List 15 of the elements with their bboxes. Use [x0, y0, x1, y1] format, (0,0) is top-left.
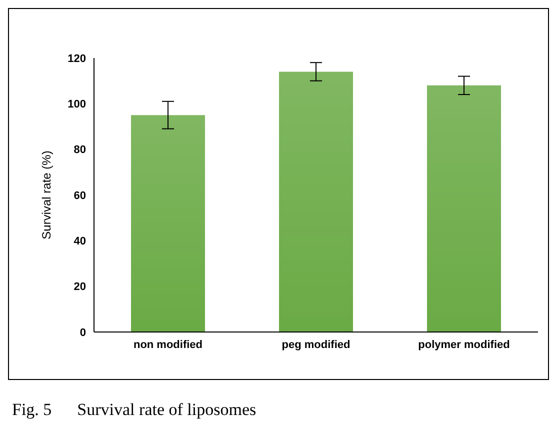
y-tick-label: 120	[68, 52, 86, 65]
y-tick-label: 40	[74, 236, 86, 248]
y-tick-label: 20	[74, 281, 86, 294]
caption: Fig. 5 Survival rate of liposomes	[12, 400, 256, 420]
bar	[279, 72, 353, 332]
y-tick-label: 0	[80, 326, 86, 339]
y-tick-label: 80	[74, 144, 86, 156]
x-tick-label: non modified	[133, 338, 203, 351]
bar	[427, 85, 501, 332]
x-tick-label: polymer modified	[418, 338, 510, 351]
y-tick-label: 60	[74, 190, 86, 202]
y-tick-label: 100	[68, 98, 86, 111]
y-axis-title: Survival rate (%)	[39, 150, 54, 240]
x-tick-label: peg modified	[282, 338, 350, 351]
bar	[131, 115, 205, 332]
